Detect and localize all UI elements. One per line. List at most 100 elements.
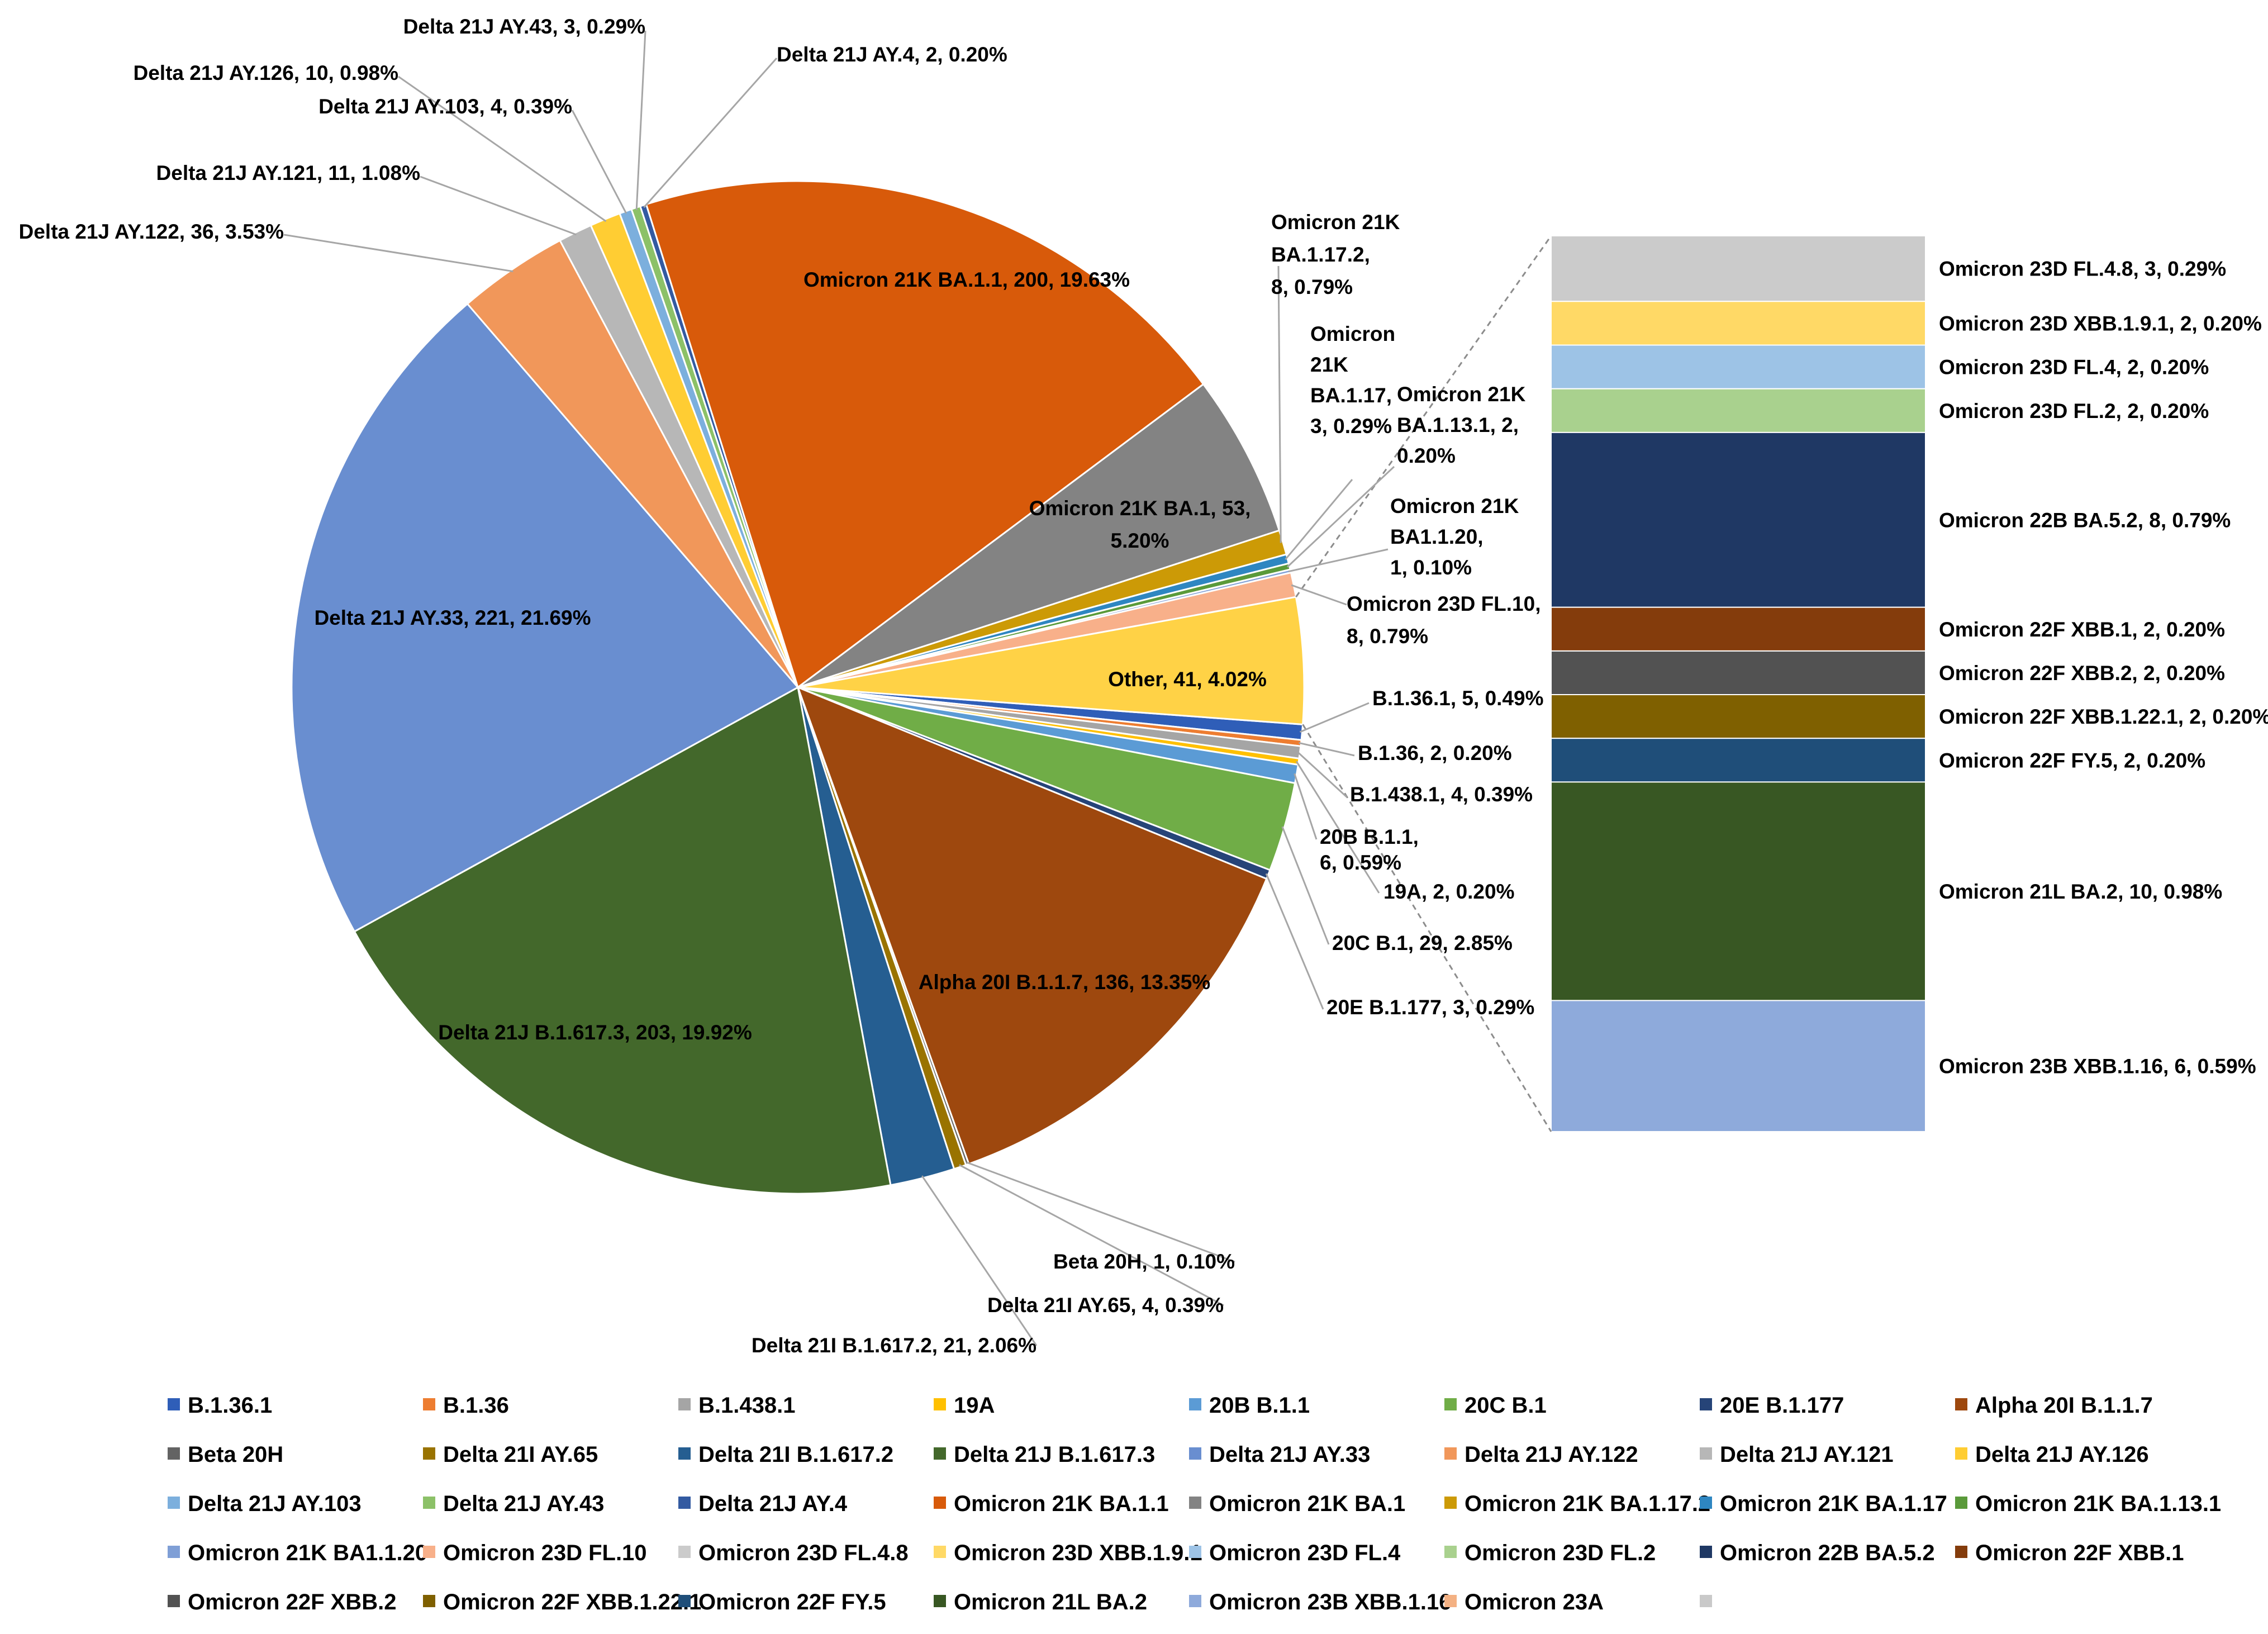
leader-line-b-1-36-1 bbox=[1299, 702, 1370, 733]
legend-swatch bbox=[1189, 1497, 1201, 1509]
legend-swatch bbox=[1700, 1546, 1712, 1558]
legend-item-omicron-21k-ba-1-13-1: Omicron 21K BA.1.13.1 bbox=[1955, 1492, 2221, 1516]
pie-slice-other bbox=[797, 596, 1305, 726]
legend-swatch bbox=[423, 1595, 435, 1607]
legend-label: Omicron 21K BA.1.1 bbox=[954, 1492, 1169, 1516]
leader-line-omicron-21k-ba-1-17 bbox=[1285, 479, 1353, 560]
legend-swatch bbox=[678, 1447, 691, 1460]
legend-swatch bbox=[1444, 1497, 1457, 1509]
leader-line-20b-b-1-1 bbox=[1294, 773, 1318, 840]
data-label-omicron-21k-ba-1-17-2: Omicron 21K BA.1.17.2, 8, 0.79% bbox=[1271, 211, 1400, 298]
bar-segment-omicron-22f-xbb-1 bbox=[1551, 606, 1926, 652]
leader-line-delta-21i-ay-65 bbox=[959, 1164, 1224, 1307]
data-labels: B.1.36.1, 5, 0.49% B.1.36, 2, 0.20% B.1.43… bbox=[19, 15, 1544, 1357]
legend-item-alpha-20i-b-1-1-7: Alpha 20I B.1.1.7 bbox=[1955, 1393, 2153, 1418]
legend-label: Omicron 21L BA.2 bbox=[954, 1590, 1147, 1614]
data-label-delta-21j-ay-103: Delta 21J AY.103, 4, 0.39% bbox=[318, 95, 572, 118]
legend-swatch bbox=[168, 1595, 180, 1607]
legend-item-omicron-23d-fl-4-8: Omicron 23D FL.4.8 bbox=[678, 1541, 909, 1565]
legend-label: Alpha 20I B.1.1.7 bbox=[1975, 1393, 2153, 1418]
legend-label: Omicron 23B XBB.1.16 bbox=[1209, 1590, 1452, 1614]
leader-line-delta-21j-ay-122 bbox=[283, 234, 513, 273]
bar-label-omicron-22b-ba-5-2: Omicron 22B BA.5.2, 8, 0.79% bbox=[1939, 509, 2231, 531]
breakout-labels: Omicron 23D FL.4.8, 3, 0.29% Omicron 23D … bbox=[1939, 258, 2268, 1078]
leader-line-20e-b-1-177 bbox=[1265, 873, 1324, 1010]
bar-segment-omicron-23d-fl-4-8 bbox=[1551, 235, 1926, 302]
leader-line-omicron-21k-ba-1-13-1 bbox=[1286, 466, 1395, 568]
bar-label-omicron-23b-xbb-1-16: Omicron 23B XBB.1.16, 6, 0.59% bbox=[1939, 1055, 2256, 1078]
legend-item-omicron-23d-fl-10: Omicron 23D FL.10 bbox=[423, 1541, 647, 1565]
legend-item-19a: 19A bbox=[934, 1393, 995, 1418]
pie-slices bbox=[291, 180, 1305, 1195]
legend-swatch bbox=[1189, 1546, 1201, 1558]
data-label-other: Other, 41, 4.02% bbox=[1108, 668, 1267, 691]
data-label-delta-21j-b-1-617-3: Delta 21J B.1.617.3, 203, 19.92% bbox=[438, 1021, 752, 1044]
legend-item-beta-20h: Beta 20H bbox=[168, 1442, 283, 1467]
data-label-delta-21j-ay-4: Delta 21J AY.4, 2, 0.20% bbox=[777, 43, 1007, 66]
legend-swatch bbox=[1955, 1546, 1967, 1558]
legend-item-omicron-23d-fl-4: Omicron 23D FL.4 bbox=[1189, 1541, 1401, 1565]
leader-line-delta-21j-ay-103 bbox=[571, 110, 627, 214]
bar-label-omicron-22f-xbb-1: Omicron 22F XBB.1, 2, 0.20% bbox=[1939, 618, 2225, 641]
bar-segment-omicron-22f-xbb-2 bbox=[1551, 650, 1926, 696]
legend-item-b-1-36: B.1.36 bbox=[423, 1393, 509, 1418]
legend-swatch bbox=[1189, 1447, 1201, 1460]
bar-label-omicron-21l-ba-2: Omicron 21L BA.2, 10, 0.98% bbox=[1939, 880, 2222, 903]
legend-item-omicron-22b-ba-5-2: Omicron 22B BA.5.2 bbox=[1700, 1541, 1935, 1565]
data-label-delta-21j-ay-122: Delta 21J AY.122, 36, 3.53% bbox=[19, 220, 284, 243]
legend-label: Omicron 23D FL.2 bbox=[1465, 1541, 1656, 1565]
data-label-beta-20h: Beta 20H, 1, 0.10% bbox=[1053, 1250, 1235, 1273]
data-label-b-1-36: B.1.36, 2, 0.20% bbox=[1358, 742, 1512, 764]
legend-item-delta-21j-ay-121: Delta 21J AY.121 bbox=[1700, 1442, 1894, 1467]
breakout-bar bbox=[1551, 235, 1926, 1133]
pie-slice-delta-21j-b-1-617-3 bbox=[353, 686, 892, 1195]
legend-label: Delta 21J AY.4 bbox=[698, 1492, 848, 1516]
leader-line-omicron-21k-ba1-1-20 bbox=[1288, 548, 1389, 573]
legend-label: Omicron 23D FL.10 bbox=[443, 1541, 647, 1565]
legend-swatch bbox=[934, 1497, 946, 1509]
leader-line-b-1-438-1 bbox=[1297, 751, 1348, 798]
legend-swatch bbox=[1955, 1398, 1967, 1410]
legend-item-20e-b-1-177: 20E B.1.177 bbox=[1700, 1393, 1844, 1418]
leader-line-delta-21j-ay-4 bbox=[643, 58, 778, 208]
legend-swatch bbox=[168, 1447, 180, 1460]
legend-item-20b-b-1-1: 20B B.1.1 bbox=[1189, 1393, 1310, 1418]
leader-line-19a bbox=[1295, 761, 1380, 894]
bar-segment-omicron-23b-xbb-1-16 bbox=[1551, 1000, 1926, 1133]
data-label-delta-21j-ay-43: Delta 21J AY.43, 3, 0.29% bbox=[403, 15, 645, 38]
leader-line-b-1-36 bbox=[1299, 742, 1355, 757]
legend-swatch bbox=[1444, 1447, 1457, 1460]
bar-label-omicron-22f-fy-5: Omicron 22F FY.5, 2, 0.20% bbox=[1939, 749, 2205, 772]
legend-label: Delta 21I AY.65 bbox=[443, 1442, 598, 1467]
data-label-delta-21j-ay-121: Delta 21J AY.121, 11, 1.08% bbox=[156, 162, 420, 184]
legend-item-delta-21j-ay-4: Delta 21J AY.4 bbox=[678, 1492, 848, 1516]
legend-label: 20C B.1 bbox=[1465, 1393, 1547, 1418]
legend-swatch bbox=[423, 1546, 435, 1558]
legend-item-omicron-22f-fy-5: Omicron 22F FY.5 bbox=[678, 1590, 886, 1614]
leader-line-delta-21j-ay-126 bbox=[398, 75, 607, 222]
legend-swatch bbox=[423, 1398, 435, 1410]
data-label-omicron-21k-ba-1: Omicron 21K BA.1, 53, 5.20% bbox=[1029, 497, 1251, 552]
legend: B.1.36.1 B.1.36 B.1.438.1 19A 20B B.1.1 20C B… bbox=[168, 1393, 2221, 1614]
legend-label: B.1.36 bbox=[443, 1393, 509, 1418]
data-label-20c-b-1: 20C B.1, 29, 2.85% bbox=[1332, 932, 1513, 954]
legend-swatch bbox=[168, 1497, 180, 1509]
connector-line-top bbox=[1295, 235, 1552, 598]
legend-item-omicron-22f-xbb-2: Omicron 22F XBB.2 bbox=[168, 1590, 396, 1614]
data-label-20e-b-1-177: 20E B.1.177, 3, 0.29% bbox=[1326, 996, 1534, 1019]
data-label-delta-21j-ay-33: Delta 21J AY.33, 221, 21.69% bbox=[314, 606, 591, 629]
legend-label: Omicron 21K BA.1.17.2 bbox=[1465, 1492, 1710, 1516]
legend-swatch bbox=[423, 1447, 435, 1460]
data-label-alpha-20i-b-1-1-7: Alpha 20I B.1.1.7, 136, 13.35% bbox=[919, 971, 1210, 994]
pie-slice-delta-21j-ay-122 bbox=[466, 239, 799, 688]
legend-swatch bbox=[168, 1546, 180, 1558]
data-label-b-1-36-1: B.1.36.1, 5, 0.49% bbox=[1372, 687, 1543, 710]
bar-segment-omicron-23d-xbb-1-9-1 bbox=[1551, 301, 1926, 346]
bar-label-omicron-22f-xbb-2: Omicron 22F XBB.2, 2, 0.20% bbox=[1939, 662, 2225, 685]
legend-item-omicron-23d-fl-2: Omicron 23D FL.2 bbox=[1444, 1541, 1656, 1565]
legend-label: Omicron 23D FL.4 bbox=[1209, 1541, 1401, 1565]
legend-swatch bbox=[1955, 1447, 1967, 1460]
legend-label: Delta 21J AY.103 bbox=[188, 1492, 362, 1516]
legend-item-omicron-21k-ba-1-17: Omicron 21K BA.1.17 bbox=[1700, 1492, 1947, 1516]
